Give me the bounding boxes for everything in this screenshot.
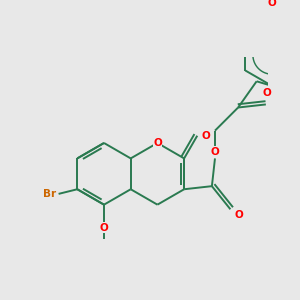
Text: O: O [100,223,108,233]
Text: O: O [202,131,211,141]
Text: O: O [268,0,276,8]
Text: O: O [211,146,219,157]
Text: Br: Br [43,189,56,199]
Text: O: O [234,210,243,220]
Text: O: O [262,88,271,98]
Text: O: O [153,138,162,148]
